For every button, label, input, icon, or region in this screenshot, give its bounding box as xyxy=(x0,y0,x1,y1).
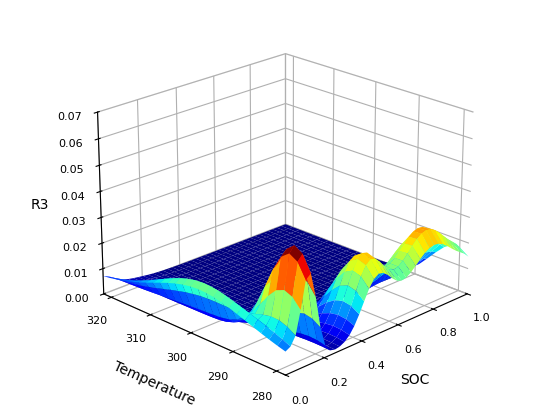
Y-axis label: Temperature: Temperature xyxy=(111,359,197,408)
X-axis label: SOC: SOC xyxy=(400,373,429,387)
